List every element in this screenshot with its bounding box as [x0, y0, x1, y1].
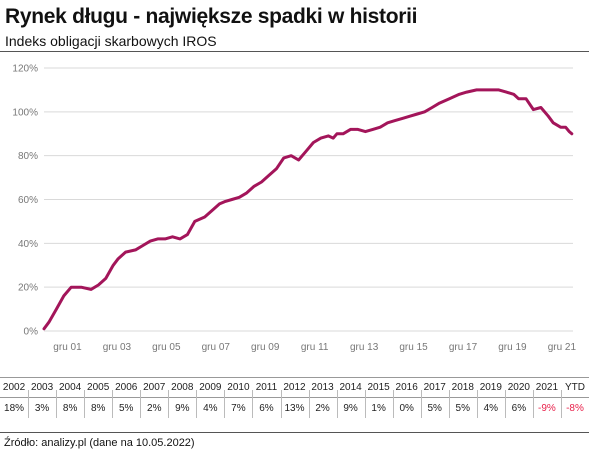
return-cell: 1% — [371, 402, 386, 414]
table-column-divider — [56, 390, 58, 418]
return-cell: 13% — [284, 402, 305, 414]
year-cell: YTD — [564, 381, 585, 393]
return-cell: 9% — [343, 402, 358, 414]
table-column-divider — [280, 390, 282, 418]
line-chart: 0% 20% 40% 60% 80% 100% 120% gru 01 gru 03 gru 05… — [12, 64, 577, 354]
table-column-divider — [196, 390, 198, 418]
return-cell: 9% — [175, 402, 190, 414]
table-column-divider — [224, 390, 226, 418]
x-tick-label: gru 17 — [449, 342, 478, 353]
title-divider — [0, 51, 589, 52]
x-tick-label: gru 03 — [103, 342, 132, 353]
x-tick-label: gru 11 — [301, 342, 329, 353]
return-cell: 5% — [118, 402, 134, 414]
y-tick-label: 120% — [12, 64, 38, 75]
annual-returns-table: 2002 2003 2004 2005 2006 2007 2008 2009 2010 2011… — [0, 377, 589, 418]
y-tick-label: 80% — [18, 151, 38, 162]
year-cell: 2005 — [87, 381, 110, 393]
return-cell: 6% — [259, 402, 274, 414]
table-column-divider — [84, 390, 86, 418]
year-cell: 2007 — [143, 381, 166, 393]
year-cell: 2009 — [199, 381, 222, 393]
year-cell: 2020 — [507, 381, 530, 393]
table-column-divider — [308, 390, 310, 418]
chart-subtitle: Indeks obligacji skarbowych IROS — [5, 33, 217, 49]
table-column-divider — [420, 390, 422, 418]
return-cell: 2% — [315, 402, 330, 414]
return-cell: 3% — [34, 402, 50, 414]
table-top-rule — [0, 377, 589, 378]
table-column-divider — [476, 390, 478, 418]
year-cell: 2011 — [255, 381, 278, 393]
source-divider — [0, 432, 589, 433]
table-column-divider — [532, 390, 534, 418]
year-cell: 2018 — [451, 381, 474, 393]
table-column-divider — [336, 390, 338, 418]
year-cell: 2003 — [30, 381, 54, 393]
return-cell: 7% — [231, 402, 246, 414]
year-cell: 2008 — [171, 381, 194, 393]
returns-row: 18% 3% 8% 8% 5% 2% 9% 4% 7% 6% 13% 2% 9% 1% 0% 5% 5% 4% 6%… — [0, 398, 589, 418]
return-cell: 4% — [203, 402, 218, 414]
year-cell: 2012 — [283, 381, 306, 393]
year-cell: 2021 — [535, 381, 559, 393]
x-tick-label: gru 19 — [498, 342, 527, 353]
year-cell: 2004 — [58, 381, 82, 393]
return-cell: 4% — [483, 402, 499, 414]
iros-index-line — [42, 88, 574, 331]
return-cell: 5% — [427, 402, 442, 414]
year-cell: 2013 — [311, 381, 334, 393]
table-column-divider — [28, 390, 29, 418]
x-tick-label: gru 09 — [251, 342, 280, 353]
table-column-divider — [392, 390, 394, 418]
table-mid-rule — [0, 397, 589, 398]
return-cell: -9% — [538, 402, 556, 414]
return-cell: 5% — [455, 402, 470, 414]
y-tick-label: 100% — [12, 107, 38, 118]
year-cell: 2017 — [423, 381, 446, 393]
y-tick-label: 40% — [18, 239, 38, 250]
chart-title: Rynek długu - największe spadki w histor… — [5, 5, 418, 28]
year-cell: 2010 — [227, 381, 250, 393]
table-column-divider — [364, 390, 366, 418]
return-cell: 2% — [147, 402, 162, 414]
table-column-divider — [504, 390, 506, 418]
x-tick-label: gru 21 — [548, 342, 577, 353]
x-tick-label: gru 05 — [152, 342, 181, 353]
source-note: Źródło: analizy.pl (dane na 10.05.2022) — [4, 437, 195, 449]
years-row: 2002 2003 2004 2005 2006 2007 2008 2009 2010 2011… — [0, 377, 589, 397]
return-cell: 0% — [399, 402, 414, 414]
x-tick-label: gru 01 — [53, 342, 82, 353]
y-tick-label: 20% — [18, 283, 38, 294]
table-column-divider — [448, 390, 450, 418]
return-cell: 8% — [62, 402, 78, 414]
table-column-divider — [252, 390, 254, 418]
year-cell: 2019 — [479, 381, 502, 393]
table-column-divider — [140, 390, 142, 418]
table-column-divider — [168, 390, 170, 418]
x-tick-label: gru 15 — [399, 342, 428, 353]
y-tick-label: 60% — [18, 195, 38, 206]
table-column-divider — [561, 390, 562, 418]
return-cell: 18% — [4, 402, 25, 414]
year-cell: 2002 — [2, 381, 26, 393]
return-cell: 6% — [511, 402, 527, 414]
y-tick-label: 0% — [24, 327, 39, 338]
year-cell: 2015 — [367, 381, 390, 393]
x-tick-label: gru 07 — [202, 342, 231, 353]
x-tick-label: gru 13 — [350, 342, 379, 353]
year-cell: 2006 — [115, 381, 138, 393]
return-cell: 8% — [90, 402, 106, 414]
table-column-divider — [112, 390, 114, 418]
year-cell: 2016 — [395, 381, 418, 393]
return-cell: -8% — [566, 402, 584, 414]
year-cell: 2014 — [339, 381, 362, 393]
